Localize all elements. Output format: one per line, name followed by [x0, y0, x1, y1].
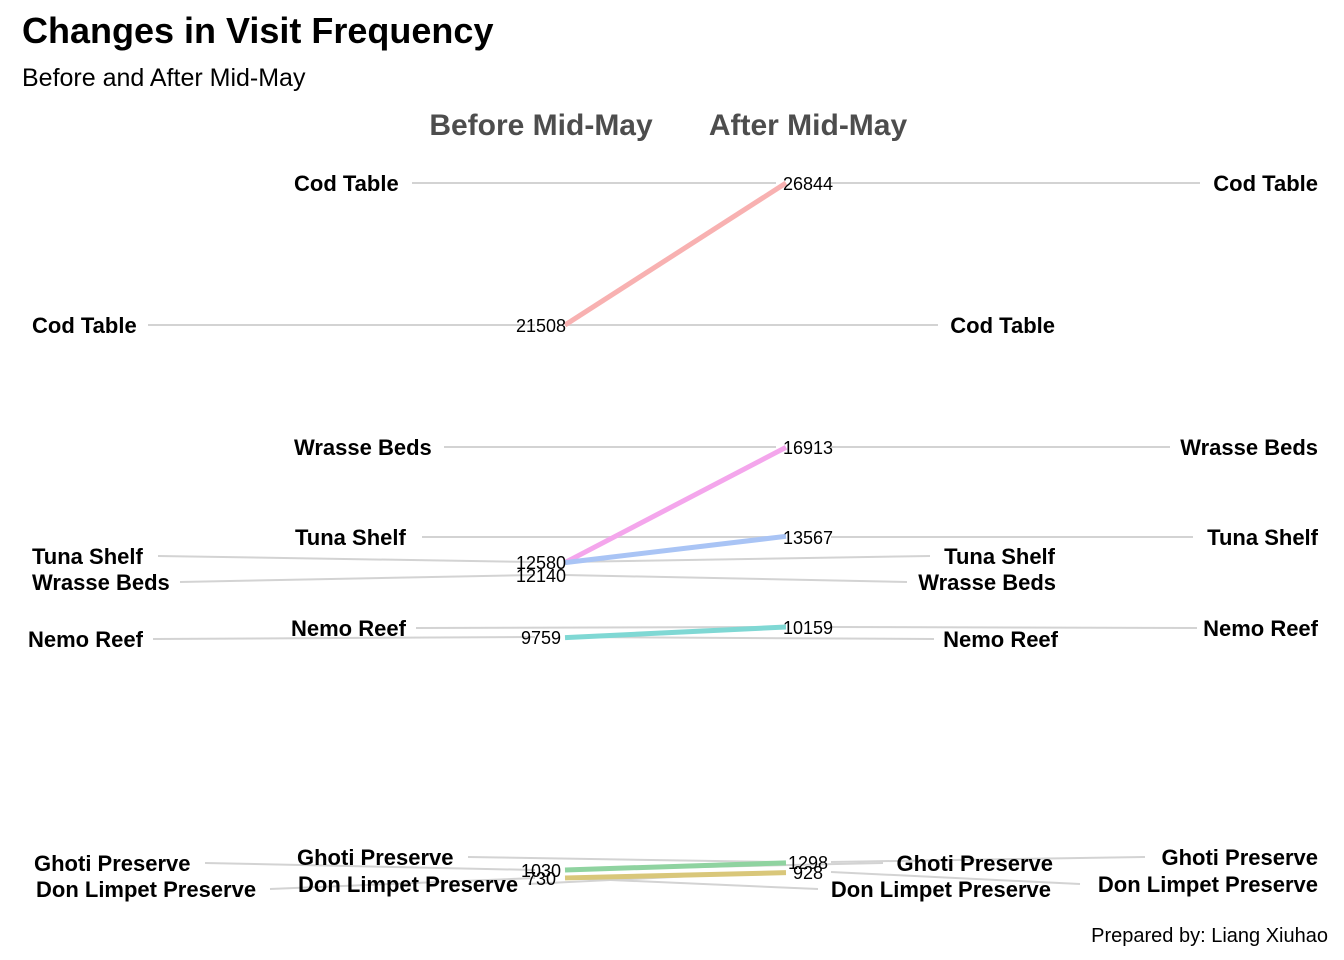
leader-left-don-limpet-preserve	[269, 877, 536, 890]
right-inner-label-tuna-shelf: Tuna Shelf	[944, 544, 1055, 569]
left-inner-label-tuna-shelf: Tuna Shelf	[295, 525, 406, 550]
right-inner-label-ghoti-preserve: Ghoti Preserve	[896, 851, 1053, 876]
slope-line-nemo-reef	[564, 624, 787, 641]
leader-left-inner-nemo-reef	[415, 626, 777, 629]
leader-right-ghoti-preserve	[830, 856, 1146, 863]
right-label-don-limpet-preserve: Don Limpet Preserve	[1098, 872, 1318, 897]
leader-right-inner-wrasse-beds	[564, 555, 931, 563]
left-inner-label-nemo-reef: Nemo Reef	[291, 616, 407, 641]
left-label-nemo-reef: Nemo Reef	[28, 627, 144, 652]
left-inner-label-cod-table: Cod Table	[294, 171, 399, 196]
leader-left-wrasse-beds	[157, 555, 536, 563]
right-label-tuna-shelf: Tuna Shelf	[1207, 525, 1318, 550]
slope-line-cod-table	[563, 180, 788, 328]
after-value-label: 10159	[783, 618, 833, 638]
slope-lines	[563, 180, 788, 881]
right-inner-label-wrasse-beds: Wrasse Beds	[918, 570, 1056, 595]
before-value-label: 1030	[521, 861, 561, 881]
right-inner-label-nemo-reef: Nemo Reef	[943, 627, 1059, 652]
before-value-label: 12140	[516, 566, 566, 586]
slope-line-don-limpet-preserve	[564, 870, 787, 881]
leader-right-don-limpet-preserve	[830, 871, 1081, 885]
leader-left-inner-ghoti-preserve	[467, 856, 777, 863]
left-label-don-limpet-preserve: Don Limpet Preserve	[36, 877, 256, 902]
before-value-label: 21508	[516, 316, 566, 336]
chart-subtitle: Before and After Mid-May	[22, 64, 306, 92]
leader-left-nemo-reef	[152, 636, 536, 640]
left-label-cod-table: Cod Table	[32, 313, 137, 338]
slope-line-wrasse-beds	[563, 445, 788, 565]
left-inner-label-don-limpet-preserve: Don Limpet Preserve	[298, 872, 518, 897]
left-inner-label-ghoti-preserve: Ghoti Preserve	[297, 845, 454, 870]
leader-left-ghoti-preserve	[204, 862, 536, 871]
chart-caption: Prepared by: Liang Xiuhao	[1091, 925, 1328, 947]
leader-right-nemo-reef	[830, 626, 1198, 629]
left-inner-label-wrasse-beds: Wrasse Beds	[294, 435, 432, 460]
right-label-ghoti-preserve: Ghoti Preserve	[1161, 845, 1318, 870]
after-value-label: 26844	[783, 174, 833, 194]
after-value-label: 16913	[783, 438, 833, 458]
left-label-tuna-shelf: Tuna Shelf	[32, 544, 143, 569]
slope-line-ghoti-preserve	[564, 860, 787, 873]
left-label-ghoti-preserve: Ghoti Preserve	[34, 851, 191, 876]
right-label-nemo-reef: Nemo Reef	[1203, 616, 1319, 641]
before-value-label: 9759	[521, 628, 561, 648]
right-inner-label-cod-table: Cod Table	[950, 313, 1055, 338]
right-label-wrasse-beds: Wrasse Beds	[1180, 435, 1318, 460]
after-value-label: 928	[793, 863, 823, 883]
leader-right-inner-don-limpet-preserve	[564, 877, 819, 890]
slope-line-tuna-shelf	[564, 533, 787, 566]
leader-right-inner-tuna-shelf	[564, 574, 908, 583]
before-value-label: 12580	[516, 553, 566, 573]
after-value-label: 1298	[788, 853, 828, 873]
chart-title: Changes in Visit Frequency	[22, 10, 493, 51]
after-value-label: 13567	[783, 528, 833, 548]
leader-right-inner-nemo-reef	[564, 636, 935, 640]
before-value-label: 730	[526, 869, 556, 889]
right-label-cod-table: Cod Table	[1213, 171, 1318, 196]
column-header-after: After Mid-May	[709, 109, 908, 142]
left-label-wrasse-beds: Wrasse Beds	[32, 570, 170, 595]
right-inner-label-don-limpet-preserve: Don Limpet Preserve	[831, 877, 1051, 902]
leader-left-tuna-shelf	[179, 574, 536, 583]
column-header-before: Before Mid-May	[429, 109, 653, 142]
